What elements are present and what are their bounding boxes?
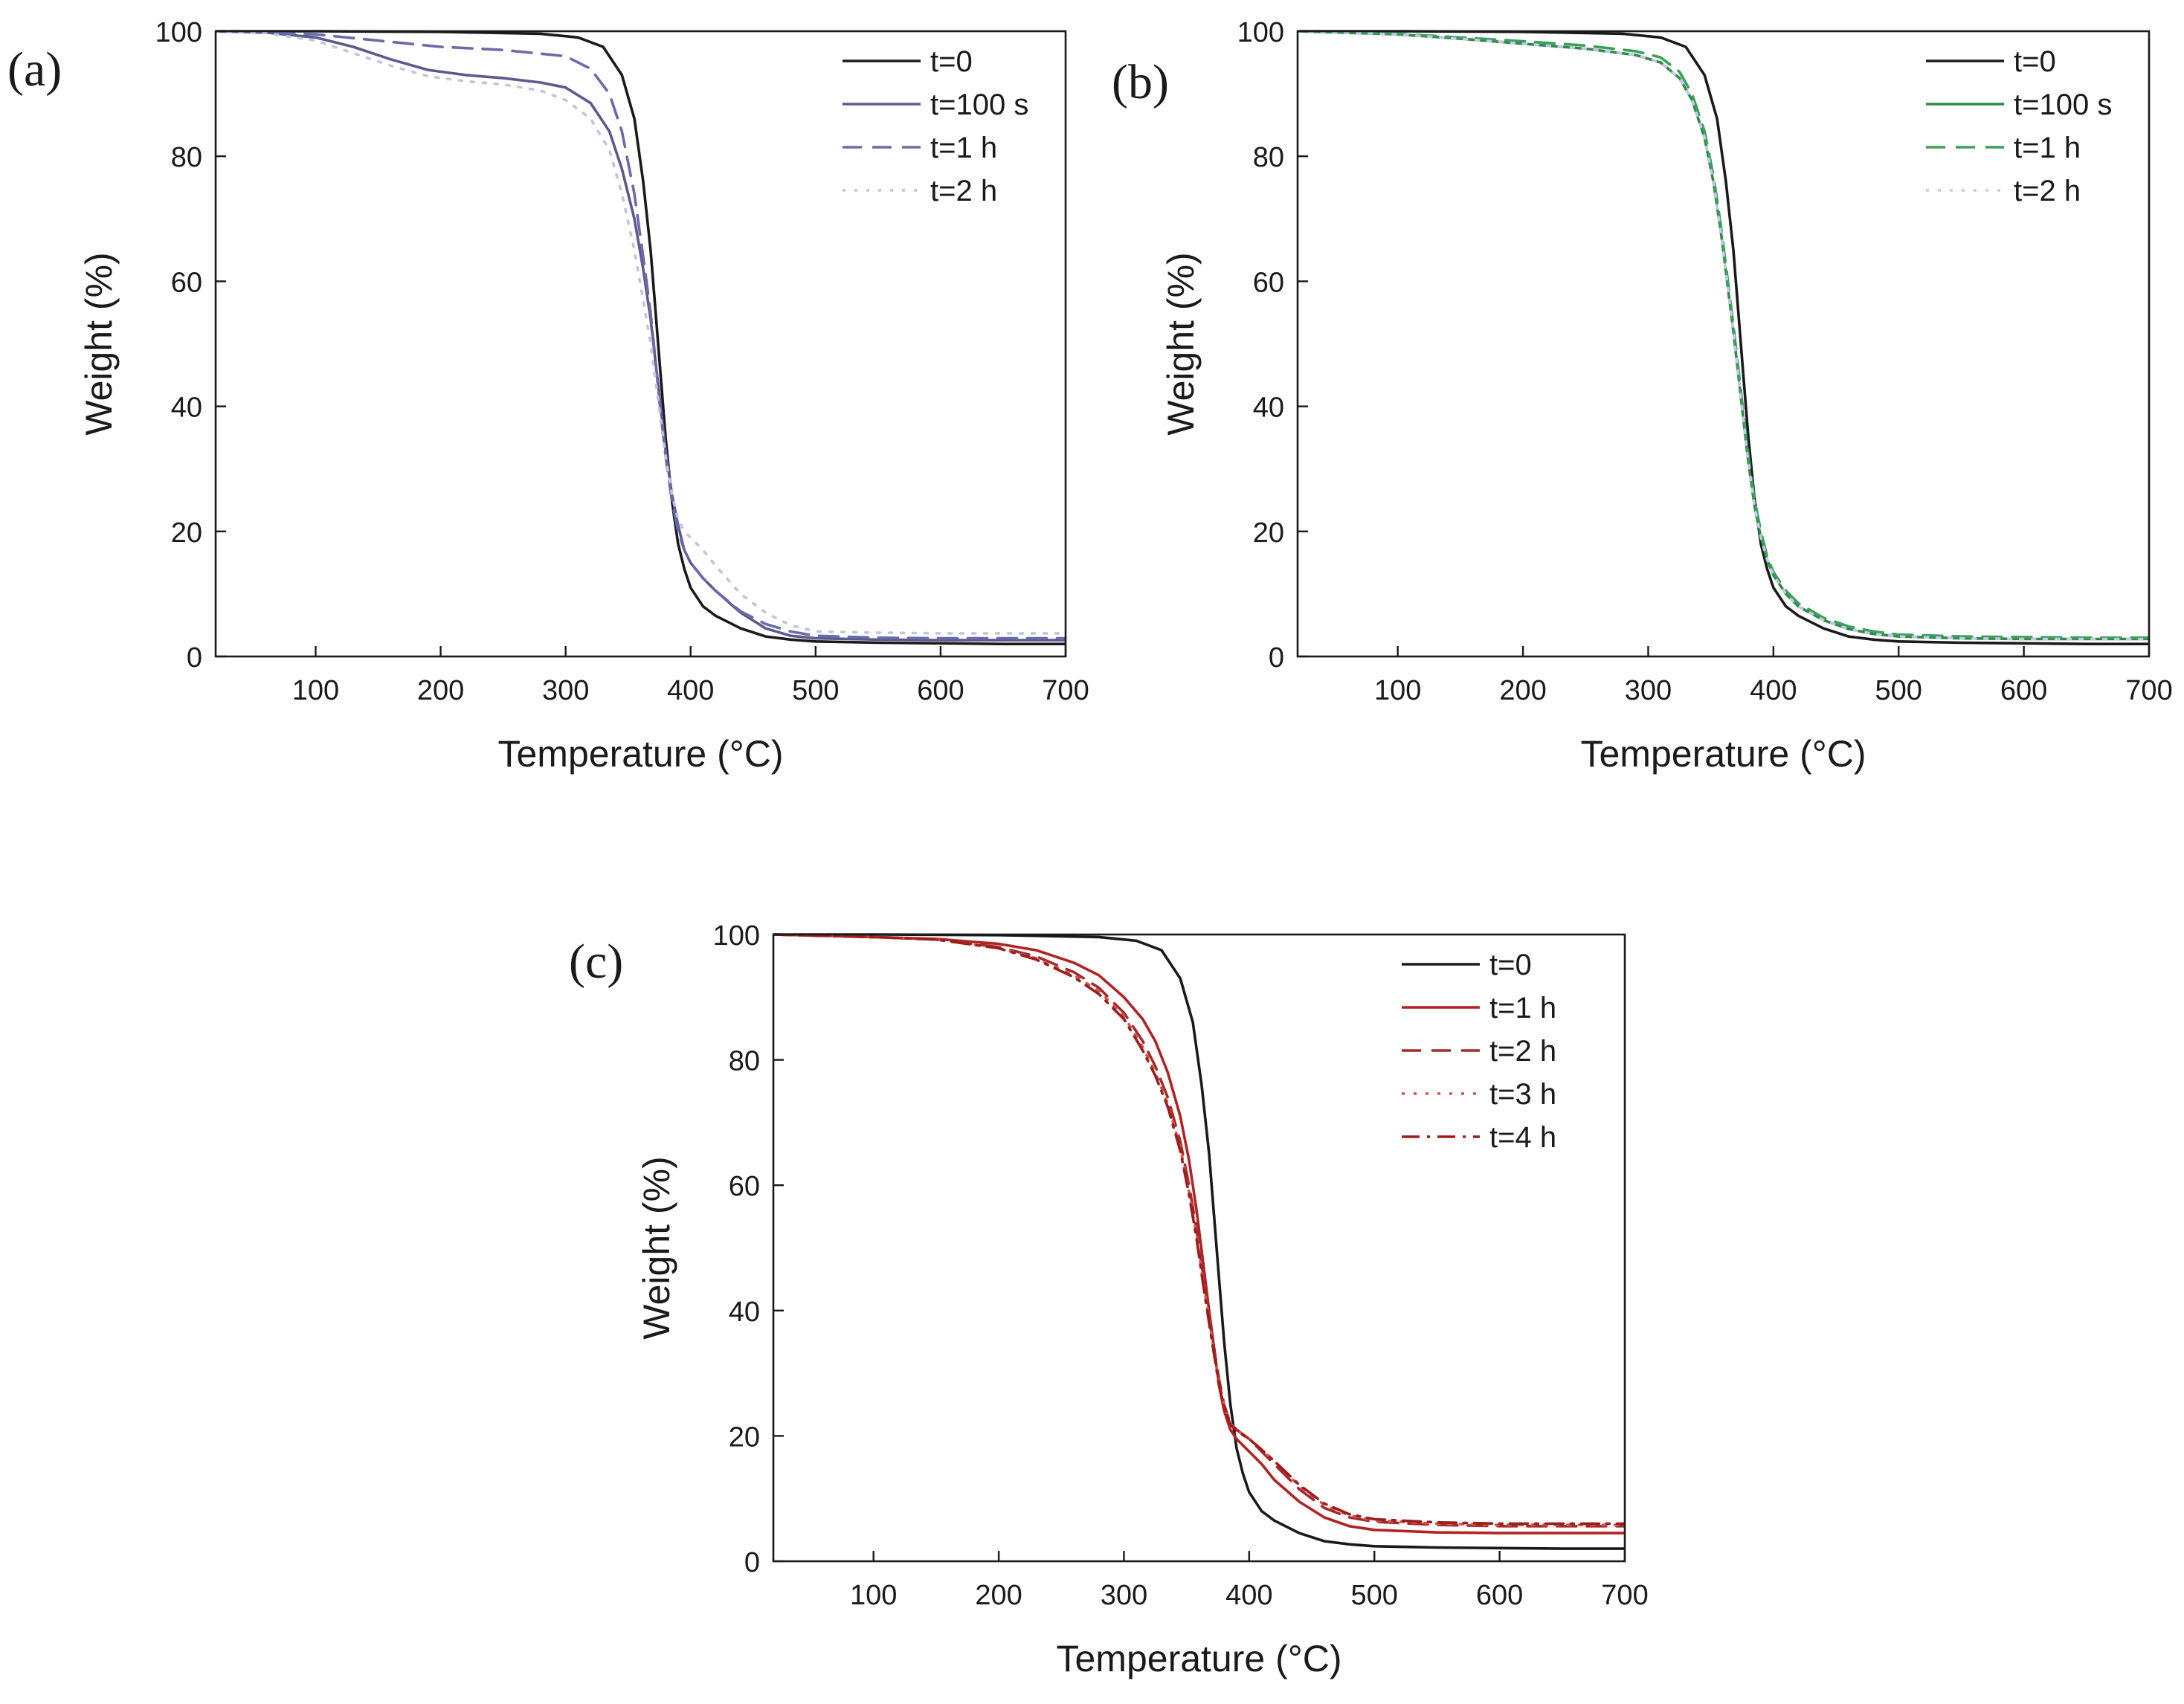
legend-label: t=2 h bbox=[2014, 175, 2081, 207]
series-line-t-4-h bbox=[773, 933, 1625, 1526]
y-tick-label: 80 bbox=[171, 142, 202, 173]
x-tick-label: 600 bbox=[917, 675, 964, 706]
series-group bbox=[773, 933, 1625, 1550]
legend-label: t=2 h bbox=[1489, 1035, 1556, 1068]
y-tick-label: 0 bbox=[744, 1547, 760, 1578]
y-axis-label: Weight (%) bbox=[1160, 252, 1202, 435]
y-tick-label: 20 bbox=[1253, 517, 1284, 549]
plot-frame bbox=[772, 933, 1626, 1563]
series-line-t-2-h bbox=[216, 30, 1066, 635]
panel-a: 100 200 300 400 500 600 700 0 20 40 60 80 100 Tempera… bbox=[7, 17, 1089, 775]
panel-label: (a) bbox=[7, 42, 62, 97]
legend-label: t=4 h bbox=[1489, 1121, 1556, 1154]
x-tick-label: 200 bbox=[417, 675, 464, 706]
plot-frame bbox=[214, 30, 1067, 658]
x-tick-label: 100 bbox=[1374, 675, 1421, 706]
x-tick-label: 100 bbox=[292, 675, 339, 706]
series-group bbox=[216, 30, 1066, 645]
series-group bbox=[1298, 30, 2149, 645]
legend-label: t=1 h bbox=[930, 132, 997, 164]
y-axis-label: Weight (%) bbox=[636, 1156, 677, 1339]
x-tick-label: 200 bbox=[1499, 675, 1546, 706]
x-tick-label: 500 bbox=[1875, 675, 1922, 706]
x-tick-label: 100 bbox=[850, 1580, 897, 1611]
y-tick-label: 60 bbox=[1253, 267, 1284, 298]
legend-label: t=0 bbox=[1489, 949, 1532, 981]
y-tick-label: 40 bbox=[729, 1297, 760, 1328]
y-tick-label: 0 bbox=[1269, 642, 1284, 674]
x-tick-label: 500 bbox=[792, 675, 839, 706]
x-tick-label: 300 bbox=[1625, 675, 1672, 706]
x-tick-label: 400 bbox=[1225, 1580, 1272, 1611]
x-axis-label: Temperature (°C) bbox=[498, 733, 784, 775]
panel-label: (c) bbox=[569, 935, 623, 989]
series-line-t-2-h bbox=[773, 933, 1625, 1528]
x-axis-label: Temperature (°C) bbox=[1057, 1638, 1342, 1679]
y-tick-label: 0 bbox=[187, 642, 202, 674]
series-line-t-0 bbox=[216, 30, 1066, 645]
y-tick-label: 80 bbox=[729, 1046, 760, 1077]
series-line-t-1-h bbox=[216, 30, 1066, 640]
y-tick-label: 60 bbox=[171, 267, 202, 298]
y-tick-label: 40 bbox=[1253, 393, 1284, 424]
y-tick-label: 20 bbox=[171, 517, 202, 549]
series-line-t-100-s bbox=[1298, 30, 2149, 641]
y-tick-label: 60 bbox=[729, 1171, 760, 1202]
panel-c: 100 200 300 400 500 600 700 0 20 40 60 80 100 Tempera… bbox=[569, 920, 1649, 1679]
x-tick-label: 400 bbox=[1750, 675, 1797, 706]
x-tick-label: 500 bbox=[1351, 1580, 1398, 1611]
legend-label: t=1 h bbox=[2014, 132, 2081, 164]
panel-label: (b) bbox=[1112, 55, 1169, 109]
x-tick-label: 600 bbox=[1476, 1580, 1523, 1611]
y-tick-label: 100 bbox=[1237, 17, 1284, 48]
y-tick-label: 100 bbox=[713, 920, 760, 952]
x-tick-label: 400 bbox=[667, 675, 714, 706]
panel-b: 100 200 300 400 500 600 700 0 20 40 60 80 100 Tempera… bbox=[1112, 17, 2173, 775]
x-tick-label: 700 bbox=[2125, 675, 2172, 706]
legend-label: t=100 s bbox=[930, 88, 1028, 121]
y-tick-label: 40 bbox=[171, 393, 202, 424]
series-line-t-2-h bbox=[1298, 30, 2149, 641]
x-tick-label: 300 bbox=[1101, 1580, 1147, 1611]
x-tick-label: 700 bbox=[1042, 675, 1089, 706]
y-tick-label: 80 bbox=[1253, 142, 1284, 173]
legend-label: t=0 bbox=[2014, 45, 2056, 78]
x-tick-label: 600 bbox=[2000, 675, 2047, 706]
legend-label: t=100 s bbox=[2014, 88, 2112, 121]
series-line-t-0 bbox=[773, 933, 1625, 1550]
legend-label: t=1 h bbox=[1489, 992, 1556, 1024]
x-tick-label: 200 bbox=[975, 1580, 1022, 1611]
legend-label: t=3 h bbox=[1489, 1078, 1556, 1111]
series-line-t-0 bbox=[1298, 30, 2149, 645]
series-line-t-1-h bbox=[1298, 30, 2149, 639]
y-axis-label: Weight (%) bbox=[78, 252, 120, 435]
x-axis-label: Temperature (°C) bbox=[1581, 733, 1866, 775]
legend-label: t=2 h bbox=[930, 175, 997, 207]
legend-label: t=0 bbox=[930, 45, 973, 78]
x-tick-label: 300 bbox=[542, 675, 589, 706]
y-tick-label: 20 bbox=[729, 1421, 760, 1453]
x-tick-label: 700 bbox=[1601, 1580, 1648, 1611]
series-line-t-100-s bbox=[216, 30, 1066, 642]
plot-frame bbox=[1296, 30, 2151, 658]
y-tick-label: 100 bbox=[155, 17, 202, 48]
